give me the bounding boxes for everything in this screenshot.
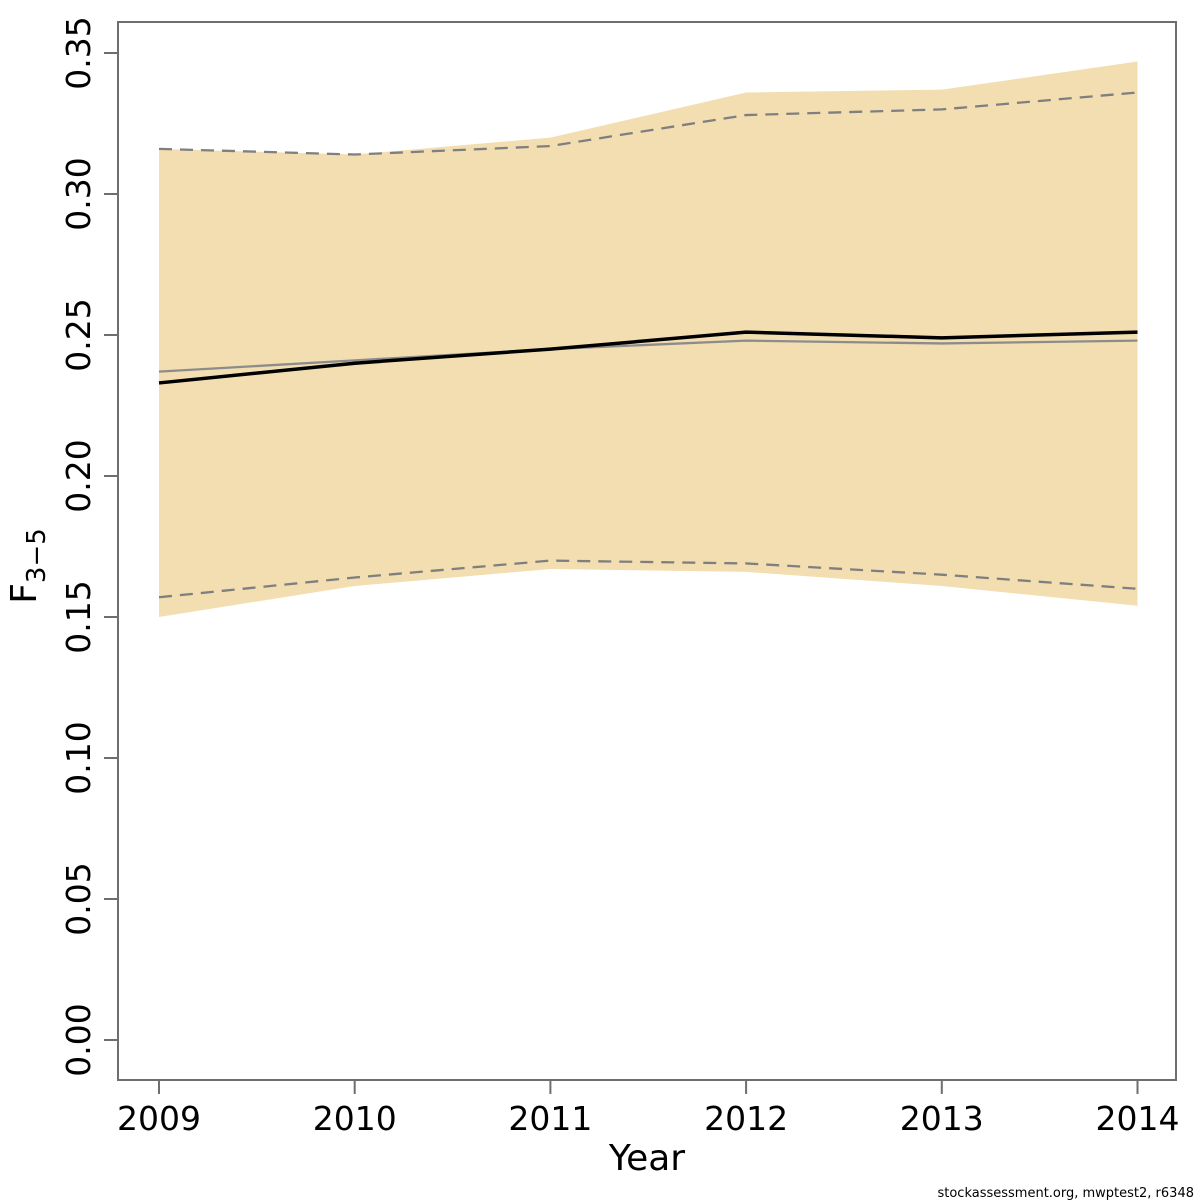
y-tick-label-0.30: 0.30 <box>59 157 98 230</box>
series-lines-group <box>158 91 1138 599</box>
y-axis-title-subscript: 3−5 <box>22 528 52 583</box>
y-axis-title: F3−5 <box>4 528 52 604</box>
y-tick-label-0.25: 0.25 <box>59 298 98 371</box>
x-tick-label-2009: 2009 <box>117 1099 201 1138</box>
x-tick-label-2014: 2014 <box>1096 1099 1180 1138</box>
x-tick-label-2012: 2012 <box>704 1099 788 1138</box>
x-tick-label-2010: 2010 <box>313 1099 397 1138</box>
svg-text:F3−5: F3−5 <box>4 528 52 604</box>
plot-box <box>117 21 1177 1081</box>
y-tick-label-0.00: 0.00 <box>59 1003 98 1076</box>
y-tick-label-0.15: 0.15 <box>59 580 98 653</box>
f-estimate-current-line <box>158 330 1138 385</box>
x-axis-title: Year <box>608 1138 685 1179</box>
x-axis: 2009 2010 2011 2012 2013 2014 <box>117 1080 1179 1138</box>
y-tick-label-0.10: 0.10 <box>59 721 98 794</box>
y-axis: 0.00 0.05 0.10 0.15 0.20 0.25 0.30 0.35 <box>59 16 118 1077</box>
y-tick-label-0.20: 0.20 <box>59 439 98 512</box>
x-tick-label-2013: 2013 <box>900 1099 984 1138</box>
ci-lower-previous-line <box>158 559 1138 599</box>
ci-upper-previous-line <box>158 91 1138 156</box>
y-axis-title-base: F <box>4 583 45 604</box>
x-tick-label-2011: 2011 <box>508 1099 592 1138</box>
y-tick-label-0.05: 0.05 <box>59 862 98 935</box>
footer-credit: stockassessment.org, mwptest2, r6348 <box>937 1186 1194 1200</box>
y-tick-label-0.35: 0.35 <box>59 16 98 89</box>
f-estimate-previous-line <box>158 339 1138 373</box>
